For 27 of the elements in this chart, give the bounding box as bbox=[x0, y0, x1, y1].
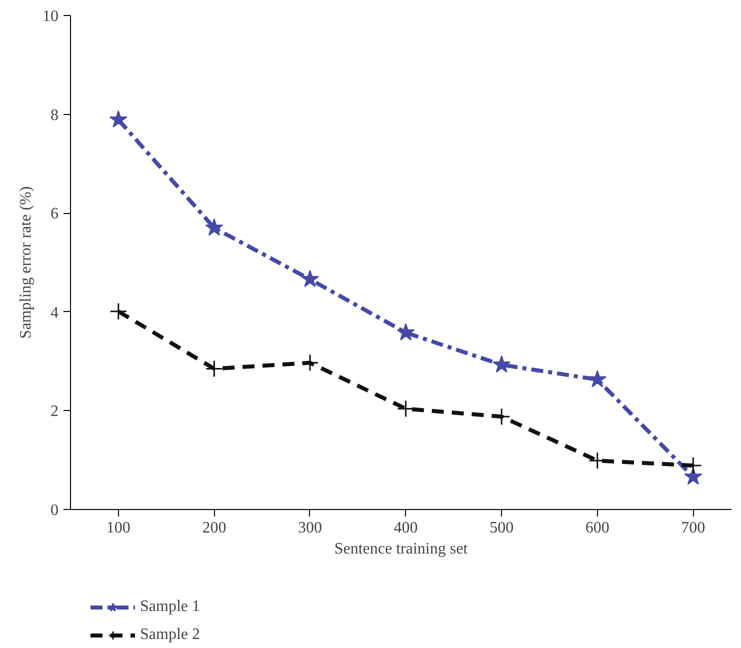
x-tick-label: 200 bbox=[202, 520, 226, 536]
legend-label: Sample 1 bbox=[140, 598, 200, 616]
point bbox=[110, 302, 128, 320]
point bbox=[109, 110, 128, 128]
x-tick-label: 400 bbox=[394, 520, 418, 536]
x-tick-label: 700 bbox=[681, 520, 706, 536]
x-tick-label: 500 bbox=[490, 520, 514, 536]
y-axis-title: Sampling error rate (%) bbox=[18, 186, 34, 339]
point bbox=[300, 270, 320, 288]
x-tick-label: 600 bbox=[585, 520, 610, 536]
point bbox=[684, 467, 702, 485]
x-tick-label: 300 bbox=[298, 520, 322, 536]
legend-label: Sample 2 bbox=[140, 626, 200, 644]
x-tick-label: 100 bbox=[106, 520, 130, 536]
y-tick-label: 6 bbox=[50, 206, 58, 223]
y-tick-label: 10 bbox=[42, 8, 58, 25]
point bbox=[588, 370, 606, 388]
point bbox=[205, 218, 224, 236]
point bbox=[396, 323, 415, 340]
y-tick-label: 2 bbox=[50, 403, 58, 420]
point bbox=[301, 354, 319, 372]
x-axis-title: Sentence training set bbox=[334, 540, 468, 558]
y-tick-label: 8 bbox=[50, 106, 58, 124]
point bbox=[492, 355, 511, 373]
y-tick-label: 4 bbox=[50, 304, 58, 322]
point bbox=[205, 360, 223, 378]
y-tick-label: 0 bbox=[50, 502, 58, 519]
